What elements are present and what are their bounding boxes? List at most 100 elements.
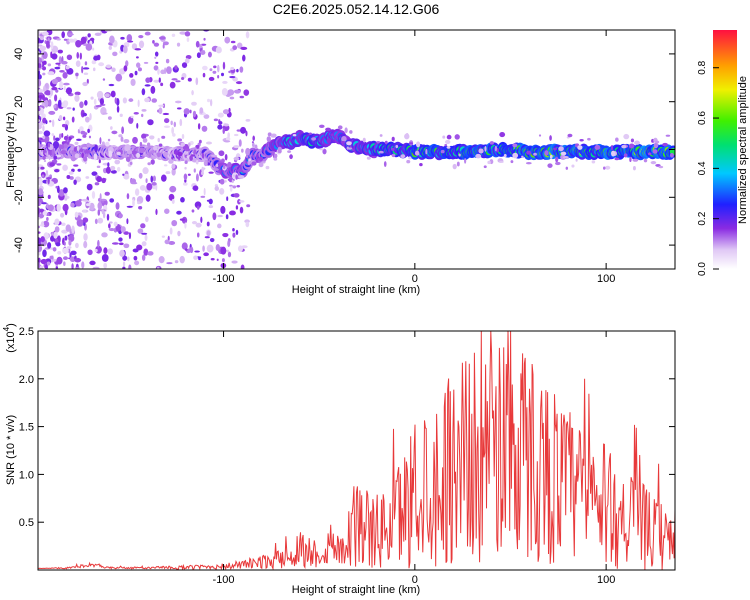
spectrogram-noise-cell bbox=[184, 166, 187, 170]
spectrogram-noise-cell bbox=[212, 212, 217, 221]
spectrogram-noise-cell bbox=[643, 158, 648, 163]
spectrogram-noise-cell bbox=[120, 226, 126, 233]
spectrogram-noise-cell bbox=[223, 140, 231, 143]
spectrogram-noise-cell bbox=[192, 147, 197, 150]
spectrogram-noise-cell bbox=[92, 47, 95, 51]
spectrogram-noise-cell bbox=[379, 134, 383, 137]
spectrogram-noise-cell bbox=[40, 258, 48, 265]
spectrogram-noise-cell bbox=[162, 43, 165, 49]
spectrogram-noise-cell bbox=[38, 202, 41, 207]
spectrogram-noise-cell bbox=[87, 154, 91, 159]
spectrogram-noise-cell bbox=[658, 165, 664, 169]
spectrogram-noise-cell bbox=[322, 148, 327, 155]
spectrogram-noise-cell bbox=[88, 135, 92, 139]
snr-x-tick-label: 100 bbox=[597, 574, 615, 586]
spectrogram-noise-cell bbox=[180, 197, 185, 203]
spectrogram-y-tick-label: 0 bbox=[13, 146, 25, 152]
spectrogram-noise-cell bbox=[251, 141, 254, 144]
spectrogram-noise-cell bbox=[116, 166, 121, 172]
snr-x-label: Height of straight line (km) bbox=[292, 584, 420, 596]
spectrogram-noise-cell bbox=[132, 199, 135, 207]
spectrogram-noise-cell bbox=[219, 178, 225, 185]
spectrogram-noise-cell bbox=[235, 81, 243, 85]
spectrogram-noise-cell bbox=[120, 136, 124, 142]
spectrogram-noise-cell bbox=[591, 160, 596, 164]
spectrogram-noise-cell bbox=[122, 173, 125, 176]
spectrogram-noise-cell bbox=[415, 141, 421, 148]
spectrogram-noise-cell bbox=[184, 160, 188, 164]
spectrogram-noise-cell bbox=[144, 97, 150, 103]
spectrogram-noise-cell bbox=[76, 145, 80, 152]
spectrogram-noise-cell bbox=[155, 61, 159, 64]
spectrogram-noise-cell bbox=[243, 89, 250, 96]
snr-y-scale: (x104) bbox=[2, 323, 17, 353]
spectrogram-noise-cell bbox=[499, 160, 504, 163]
spectrogram-noise-cell bbox=[123, 173, 130, 180]
spectrogram-noise-cell bbox=[158, 107, 163, 115]
spectrogram-noise-cell bbox=[192, 110, 197, 118]
spectrogram-noise-cell bbox=[209, 99, 213, 107]
spectrogram-noise-cell bbox=[120, 36, 125, 40]
spectrogram-noise-cell bbox=[118, 213, 123, 219]
spectrogram-noise-cell bbox=[142, 167, 149, 175]
spectrogram-noise-cell bbox=[611, 150, 616, 157]
spectrogram-noise-cell bbox=[189, 155, 193, 161]
spectrogram-noise-cell bbox=[237, 245, 244, 252]
spectrogram-noise-cell bbox=[50, 88, 54, 96]
spectrogram-noise-cell bbox=[73, 179, 77, 185]
spectrogram-noise-cell bbox=[125, 156, 131, 163]
spectrogram-noise-cell bbox=[55, 62, 61, 65]
spectrogram-noise-cell bbox=[137, 99, 140, 108]
spectrogram-noise-cell bbox=[47, 71, 55, 76]
spectrogram-noise-cell bbox=[209, 68, 213, 72]
spectrogram-noise-cell bbox=[245, 147, 251, 156]
spectrogram-noise-cell bbox=[44, 89, 51, 96]
spectrogram-noise-cell bbox=[68, 239, 72, 246]
spectrogram-noise-cell bbox=[66, 33, 74, 36]
spectrogram-noise-cell bbox=[155, 208, 158, 216]
spectrogram-noise-cell bbox=[191, 90, 194, 96]
spectrogram-noise-cell bbox=[145, 216, 149, 223]
spectrogram-noise-cell bbox=[169, 81, 176, 89]
spectrogram-noise-cell bbox=[603, 166, 606, 170]
spectrogram-noise-cell bbox=[70, 155, 77, 162]
spectrogram-noise-cell bbox=[141, 113, 144, 118]
spectrogram-noise-cell bbox=[166, 262, 173, 265]
spectrogram-noise-cell bbox=[146, 182, 153, 191]
snr-x-ticks: -100 0 100 bbox=[213, 331, 615, 586]
spectrogram-y-ticks: -40 -20 0 20 40 bbox=[13, 48, 675, 253]
spectrogram-noise-cell bbox=[222, 109, 230, 115]
spectrogram-noise-cell bbox=[567, 133, 573, 138]
spectrogram-noise-cell bbox=[128, 232, 132, 240]
spectrogram-noise-cell bbox=[45, 263, 48, 269]
spectrogram-noise-cell bbox=[65, 89, 72, 93]
spectrogram-noise-cell bbox=[97, 201, 103, 210]
spectrogram-noise-cell bbox=[414, 150, 420, 156]
spectrogram-noise-cell bbox=[231, 179, 234, 184]
spectrogram-noise-cell bbox=[526, 150, 532, 155]
spectrogram-noise-cell bbox=[205, 141, 213, 145]
spectrogram-noise-cell bbox=[579, 138, 584, 142]
spectrogram-noise-cell bbox=[148, 151, 152, 158]
spectrogram-noise-cell bbox=[212, 70, 217, 74]
spectrogram-noise-cell bbox=[196, 232, 200, 238]
spectrogram-noise-cell bbox=[77, 168, 82, 172]
spectrogram-noise-cell bbox=[221, 87, 228, 96]
spectrogram-noise-cell bbox=[218, 150, 225, 157]
spectrogram-noise-cell bbox=[163, 125, 171, 128]
spectrogram-noise-cell bbox=[63, 82, 70, 86]
spectrogram-noise-cell bbox=[54, 169, 60, 173]
spectrogram-noise-cell bbox=[129, 161, 133, 166]
spectrogram-noise-cell bbox=[69, 176, 74, 180]
spectrogram-noise-cell bbox=[53, 231, 58, 239]
spectrogram-noise-cell bbox=[80, 130, 86, 135]
spectrogram-noise-cell bbox=[575, 158, 578, 162]
spectrogram-noise-cell bbox=[96, 165, 101, 169]
spectrogram-noise-cell bbox=[141, 232, 148, 235]
spectrogram-noise-cell bbox=[38, 130, 43, 135]
spectrogram-noise-cell bbox=[103, 247, 108, 254]
spectrogram-noise-cell bbox=[224, 36, 231, 44]
spectrogram-noise-cell bbox=[239, 66, 244, 73]
spectrogram-noise-cell bbox=[41, 202, 47, 205]
spectrogram-noise-cell bbox=[126, 34, 133, 42]
